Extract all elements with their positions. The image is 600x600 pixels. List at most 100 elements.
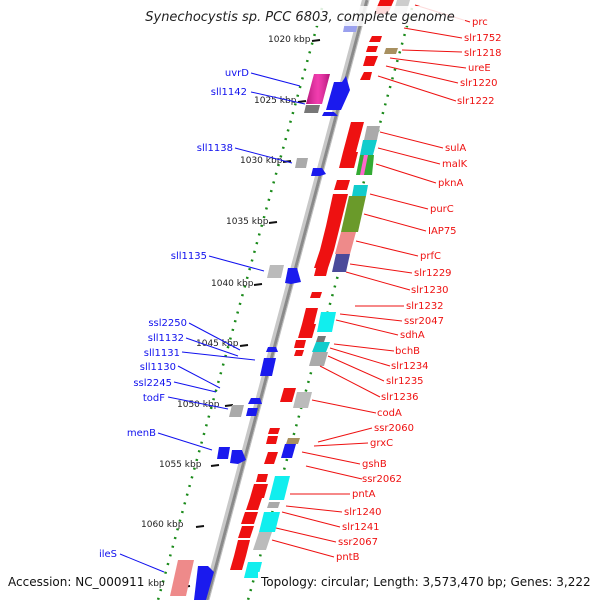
gene-feature — [170, 560, 194, 596]
gene-label-slr1241[interactable]: slr1241 — [342, 522, 380, 533]
gene-label-slr1218[interactable]: slr1218 — [464, 48, 502, 59]
gene-label-slr1240[interactable]: slr1240 — [344, 507, 382, 518]
gene-label-pntA[interactable]: pntA — [352, 489, 376, 500]
gene-label-sll1135[interactable]: sll1135 — [171, 251, 207, 262]
gene-label-grxC[interactable]: grxC — [370, 438, 393, 449]
gene-label-slr1236[interactable]: slr1236 — [381, 392, 419, 403]
gene-feature — [260, 358, 276, 376]
tick-1035 — [268, 221, 278, 224]
gene-label-ssr2062[interactable]: ssr2062 — [362, 474, 402, 485]
gene-label-sll1132[interactable]: sll1132 — [148, 333, 184, 344]
gene-label-prfC[interactable]: prfC — [420, 251, 441, 262]
gene-feature — [314, 268, 328, 276]
gene-feature — [294, 350, 304, 356]
kbp-label: 1060 kbp — [141, 520, 184, 530]
gene-feature — [343, 137, 360, 152]
gene-feature — [316, 336, 326, 342]
gene-label-IAP75[interactable]: IAP75 — [428, 226, 457, 237]
gene-label-pknA[interactable]: pknA — [438, 178, 463, 189]
gene-feature — [312, 342, 330, 352]
gene-label-prc[interactable]: prc — [472, 17, 488, 28]
gene-feature — [295, 158, 308, 168]
gene-label-ileS[interactable]: ileS — [99, 549, 117, 560]
gene-label-purC[interactable]: purC — [430, 204, 454, 215]
gene-label-todF[interactable]: todF — [143, 393, 165, 404]
tick-1045 — [239, 344, 249, 347]
gene-feature — [266, 436, 278, 444]
gene-feature — [268, 428, 280, 434]
gene-feature — [320, 226, 340, 250]
right-tick-guide — [246, 7, 414, 600]
kbp-label: 1050 kbp — [177, 400, 220, 410]
gene-label-slr1232[interactable]: slr1232 — [406, 301, 444, 312]
gene-feature — [294, 340, 306, 348]
gene-label-sll1142[interactable]: sll1142 — [211, 87, 247, 98]
gene-label-uvrD[interactable]: uvrD — [225, 68, 249, 79]
gene-feature — [360, 140, 377, 155]
gene-label-slr1229[interactable]: slr1229 — [414, 268, 452, 279]
gene-feature — [339, 152, 358, 168]
tick-1050 — [224, 404, 234, 407]
right-gene-labels: prc slr1752 slr1218 ureE slr1220 slr1222… — [336, 17, 502, 563]
gene-label-slr1230[interactable]: slr1230 — [411, 285, 449, 296]
tick-guides — [156, 7, 414, 600]
gene-feature — [246, 498, 262, 510]
gene-label-codA[interactable]: codA — [377, 408, 402, 419]
gene-label-pntB[interactable]: pntB — [336, 552, 360, 563]
tick-1055 — [210, 464, 220, 467]
gene-feature — [234, 540, 250, 556]
tick-1060 — [195, 525, 205, 528]
gene-feature — [384, 48, 398, 54]
page-title: Synechocystis sp. PCC 6803, complete gen… — [145, 10, 454, 25]
forward-strand-features — [230, 0, 410, 578]
gene-feature — [304, 105, 320, 113]
gene-feature — [360, 72, 372, 80]
gene-label-ssr2047[interactable]: ssr2047 — [404, 316, 444, 327]
gene-label-ssr2060[interactable]: ssr2060 — [374, 423, 414, 434]
gene-feature — [259, 512, 280, 532]
gene-label-slr1220[interactable]: slr1220 — [460, 78, 498, 89]
gene-label-bchB[interactable]: bchB — [395, 346, 420, 357]
gene-label-gshB[interactable]: gshB — [362, 459, 387, 470]
gene-feature — [326, 76, 350, 110]
gene-label-malK[interactable]: malK — [442, 159, 468, 170]
gene-feature — [369, 36, 382, 42]
left-gene-labels: uvrD sll1142 sll1138 sll1135 ssl2250 sll… — [99, 68, 249, 560]
gene-feature — [256, 474, 268, 482]
gene-feature — [366, 46, 378, 52]
gene-feature — [314, 250, 334, 268]
gene-label-sll1138[interactable]: sll1138 — [197, 143, 233, 154]
kbp-label: 1025 kbp — [254, 96, 297, 106]
gene-label-ssr2067[interactable]: ssr2067 — [338, 537, 378, 548]
reverse-strand-features — [170, 22, 358, 600]
gene-label-slr1752[interactable]: slr1752 — [464, 33, 502, 44]
gene-feature — [317, 312, 336, 332]
gene-label-ssl2245[interactable]: ssl2245 — [133, 378, 172, 389]
gene-feature — [335, 232, 356, 254]
gene-feature — [194, 566, 214, 600]
gene-feature — [217, 447, 230, 459]
gene-feature — [309, 352, 328, 366]
gene-label-sll1131[interactable]: sll1131 — [144, 348, 180, 359]
gene-label-menB[interactable]: menB — [127, 428, 156, 439]
gene-feature — [267, 502, 280, 508]
gene-feature — [286, 438, 300, 444]
gene-label-sll1130[interactable]: sll1130 — [140, 362, 176, 373]
gene-feature — [364, 126, 380, 140]
gene-feature — [281, 444, 296, 458]
gene-feature — [285, 268, 301, 284]
gene-feature — [267, 265, 284, 278]
gene-label-slr1235[interactable]: slr1235 — [386, 376, 424, 387]
kbp-label: 1055 kbp — [159, 460, 202, 470]
gene-feature — [326, 194, 348, 226]
gene-label-sulA[interactable]: sulA — [445, 143, 466, 154]
gene-label-ureE[interactable]: ureE — [468, 63, 491, 74]
gene-label-slr1234[interactable]: slr1234 — [391, 361, 429, 372]
gene-label-slr1222[interactable]: slr1222 — [457, 96, 495, 107]
gene-feature — [230, 450, 246, 464]
gene-label-ssl2250[interactable]: ssl2250 — [148, 318, 187, 329]
gene-label-sdhA[interactable]: sdhA — [400, 330, 425, 341]
gene-feature — [302, 308, 318, 324]
gene-feature — [363, 56, 378, 66]
